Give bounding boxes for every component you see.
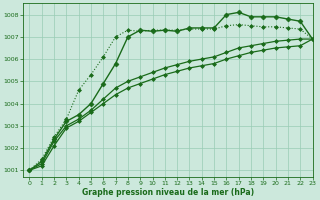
X-axis label: Graphe pression niveau de la mer (hPa): Graphe pression niveau de la mer (hPa): [82, 188, 254, 197]
